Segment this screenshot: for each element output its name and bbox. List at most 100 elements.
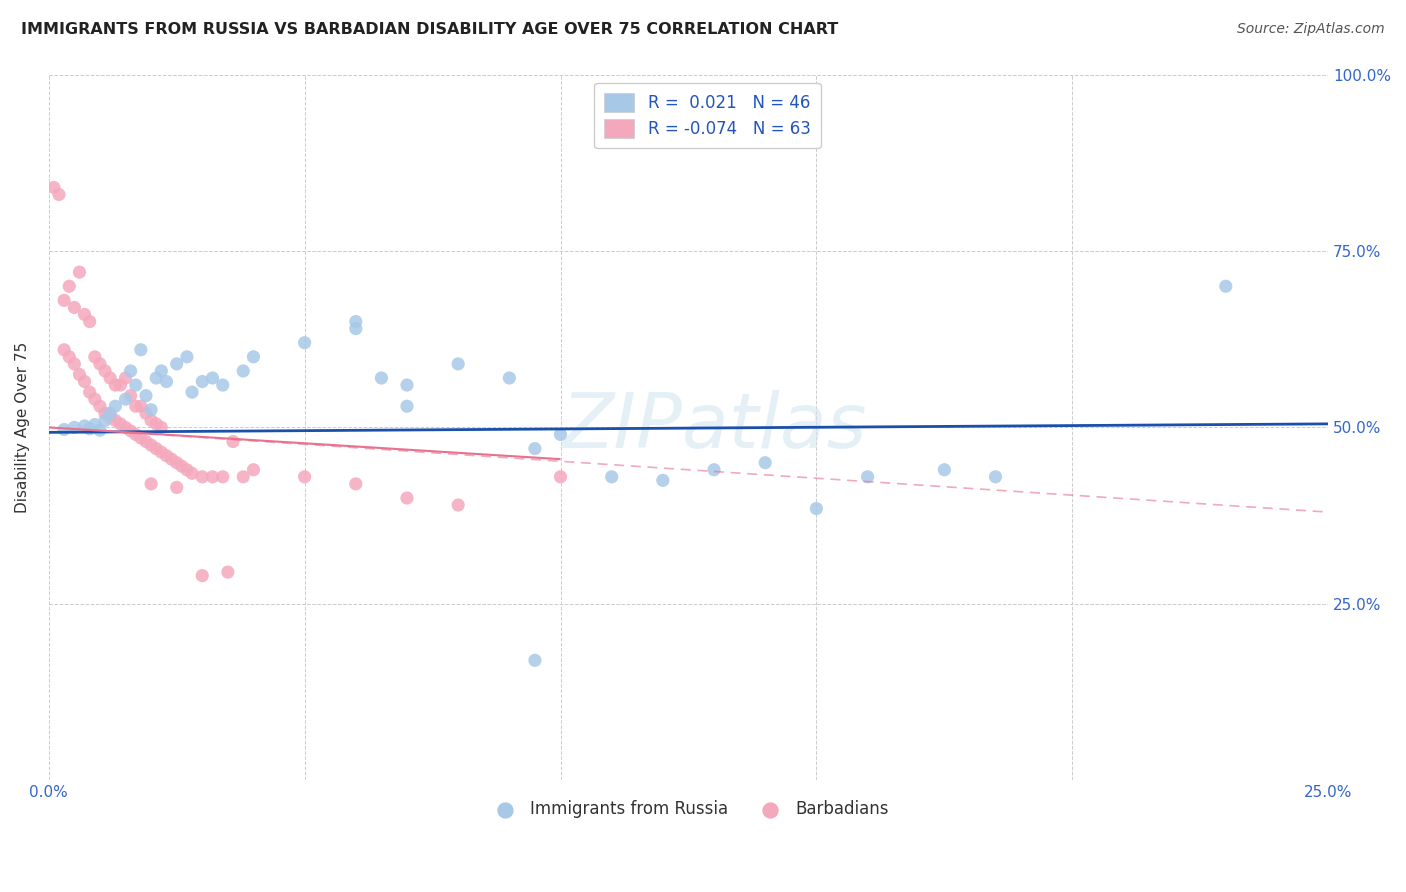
Point	[94, 413, 117, 427]
Point	[201, 371, 224, 385]
Point	[139, 438, 162, 452]
Point	[145, 371, 167, 385]
Point	[89, 399, 111, 413]
Point	[89, 423, 111, 437]
Point	[344, 476, 367, 491]
Point	[53, 293, 76, 308]
Point	[83, 417, 105, 432]
Point	[191, 568, 214, 582]
Point	[63, 357, 86, 371]
Point	[242, 350, 264, 364]
Point	[114, 420, 136, 434]
Point	[145, 442, 167, 456]
Point	[294, 470, 316, 484]
Legend: Immigrants from Russia, Barbadians: Immigrants from Russia, Barbadians	[482, 794, 896, 825]
Point	[120, 364, 142, 378]
Point	[211, 470, 233, 484]
Point	[104, 378, 127, 392]
Point	[125, 427, 148, 442]
Point	[79, 385, 101, 400]
Text: Source: ZipAtlas.com: Source: ZipAtlas.com	[1237, 22, 1385, 37]
Point	[139, 476, 162, 491]
Point	[155, 375, 177, 389]
Point	[181, 385, 204, 400]
Point	[1215, 279, 1237, 293]
Point	[58, 279, 80, 293]
Point	[42, 180, 65, 194]
Point	[232, 470, 254, 484]
Point	[447, 498, 470, 512]
Point	[806, 501, 828, 516]
Text: IMMIGRANTS FROM RUSSIA VS BARBADIAN DISABILITY AGE OVER 75 CORRELATION CHART: IMMIGRANTS FROM RUSSIA VS BARBADIAN DISA…	[21, 22, 838, 37]
Text: ZIPatlas: ZIPatlas	[561, 391, 866, 465]
Point	[447, 357, 470, 371]
Point	[83, 392, 105, 407]
Point	[395, 399, 418, 413]
Point	[145, 417, 167, 431]
Point	[160, 452, 183, 467]
Point	[48, 187, 70, 202]
Point	[166, 357, 188, 371]
Point	[94, 406, 117, 420]
Point	[523, 442, 546, 456]
Point	[114, 392, 136, 407]
Point	[170, 459, 193, 474]
Point	[344, 321, 367, 335]
Point	[166, 456, 188, 470]
Point	[139, 402, 162, 417]
Point	[89, 357, 111, 371]
Point	[395, 491, 418, 505]
Point	[63, 301, 86, 315]
Point	[191, 470, 214, 484]
Point	[550, 470, 572, 484]
Point	[242, 463, 264, 477]
Point	[176, 463, 198, 477]
Point	[98, 406, 121, 420]
Point	[104, 399, 127, 413]
Point	[166, 480, 188, 494]
Point	[150, 445, 173, 459]
Point	[79, 314, 101, 328]
Point	[181, 467, 204, 481]
Point	[135, 406, 157, 420]
Point	[550, 427, 572, 442]
Point	[73, 375, 96, 389]
Point	[104, 413, 127, 427]
Point	[120, 389, 142, 403]
Point	[600, 470, 623, 484]
Point	[79, 422, 101, 436]
Point	[370, 371, 392, 385]
Point	[58, 350, 80, 364]
Point	[523, 653, 546, 667]
Point	[120, 424, 142, 438]
Point	[201, 470, 224, 484]
Point	[129, 431, 152, 445]
Point	[651, 474, 673, 488]
Point	[135, 389, 157, 403]
Point	[344, 314, 367, 328]
Point	[294, 335, 316, 350]
Point	[110, 378, 132, 392]
Point	[83, 350, 105, 364]
Point	[53, 423, 76, 437]
Point	[125, 378, 148, 392]
Point	[754, 456, 776, 470]
Point	[53, 343, 76, 357]
Point	[191, 375, 214, 389]
Point	[125, 399, 148, 413]
Point	[129, 399, 152, 413]
Point	[98, 371, 121, 385]
Point	[98, 409, 121, 424]
Point	[73, 419, 96, 434]
Point	[63, 420, 86, 434]
Point	[217, 565, 239, 579]
Point	[73, 308, 96, 322]
Point	[395, 378, 418, 392]
Point	[94, 364, 117, 378]
Point	[176, 350, 198, 364]
Point	[129, 343, 152, 357]
Point	[69, 368, 91, 382]
Point	[856, 470, 879, 484]
Point	[110, 417, 132, 431]
Point	[69, 265, 91, 279]
